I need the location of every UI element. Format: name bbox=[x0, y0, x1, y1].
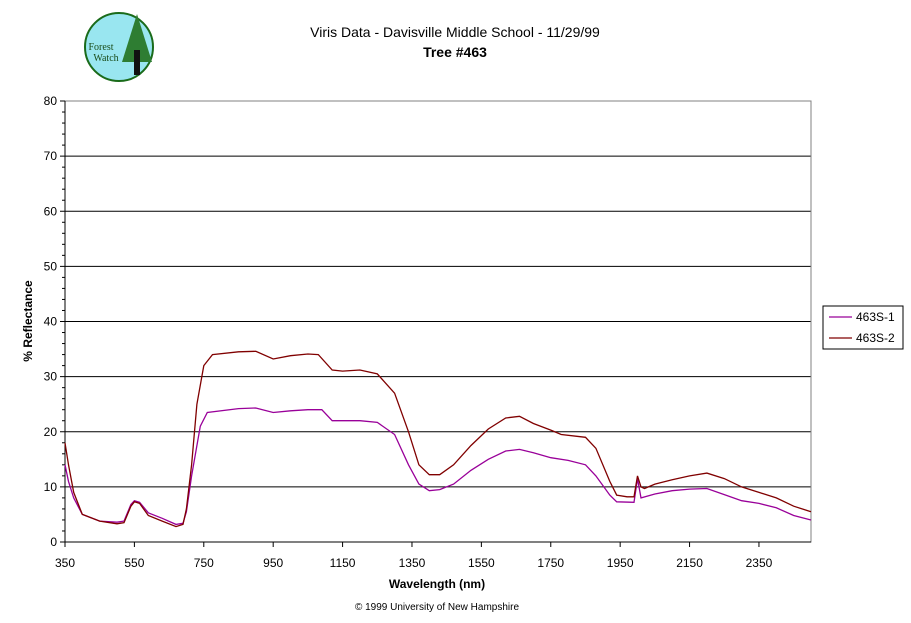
y-tick-label: 40 bbox=[44, 315, 58, 329]
svg-text:Forest: Forest bbox=[89, 42, 114, 53]
x-tick-label: 950 bbox=[263, 556, 283, 570]
x-tick-label: 2150 bbox=[676, 556, 703, 570]
x-tick-label: 2350 bbox=[746, 556, 773, 570]
svg-text:Watch: Watch bbox=[93, 53, 118, 64]
x-tick-label: 750 bbox=[194, 556, 214, 570]
x-tick-label: 1750 bbox=[537, 556, 564, 570]
series-line-463S-1 bbox=[64, 407, 812, 526]
series-line-463S-2 bbox=[64, 350, 812, 528]
x-tick-label: 1350 bbox=[399, 556, 426, 570]
y-tick-label: 10 bbox=[44, 480, 58, 494]
y-tick-label: 50 bbox=[44, 259, 58, 273]
y-tick-label: 70 bbox=[44, 149, 58, 163]
chart-title: Viris Data - Davisville Middle School - … bbox=[310, 24, 600, 40]
legend: 463S-1 463S-2 bbox=[822, 305, 904, 350]
legend-label: 463S-1 bbox=[856, 310, 895, 324]
y-tick-label: 0 bbox=[50, 535, 57, 549]
x-tick-label: 1550 bbox=[468, 556, 495, 570]
forest-watch-logo: Forest Watch bbox=[84, 12, 154, 82]
x-tick-label: 350 bbox=[55, 556, 75, 570]
x-tick-label: 1150 bbox=[330, 556, 356, 570]
copyright: © 1999 University of New Hampshire bbox=[355, 602, 520, 613]
chart-subtitle: Tree #463 bbox=[423, 44, 487, 60]
x-tick-label: 1950 bbox=[607, 556, 634, 570]
y-tick-label: 20 bbox=[44, 425, 58, 439]
x-tick-label: 550 bbox=[124, 556, 144, 570]
y-tick-label: 80 bbox=[44, 94, 58, 108]
legend-label: 463S-2 bbox=[856, 331, 895, 345]
x-axis-label: Wavelength (nm) bbox=[389, 577, 485, 591]
y-tick-label: 30 bbox=[44, 370, 58, 384]
y-axis-label: % Reflectance bbox=[21, 280, 35, 362]
y-tick-label: 60 bbox=[44, 204, 58, 218]
